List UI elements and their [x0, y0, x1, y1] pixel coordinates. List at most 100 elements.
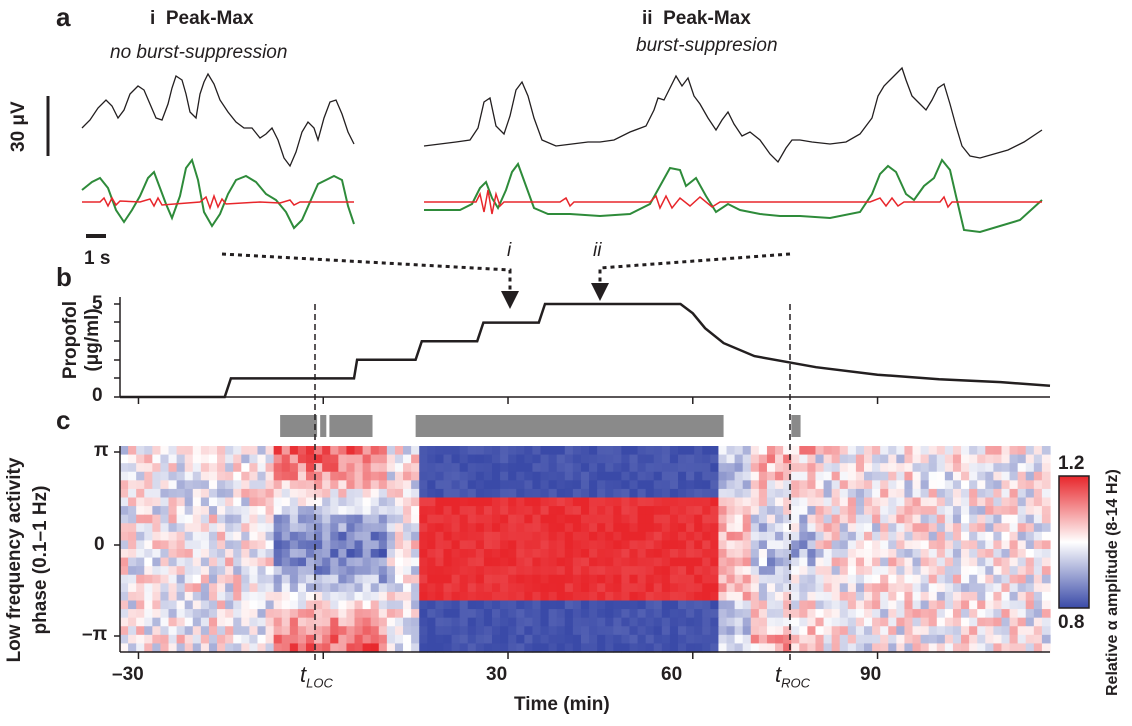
- heatmap-cell: [936, 531, 946, 542]
- heatmap-cell: [548, 557, 558, 567]
- heatmap-cell: [548, 506, 558, 516]
- heatmap-cell: [217, 540, 226, 550]
- heatmap-cell: [993, 600, 1003, 610]
- heatmap-cell: [136, 463, 145, 473]
- heatmap-cell: [451, 446, 461, 456]
- heatmap-cell: [750, 497, 760, 507]
- heatmap-cell: [855, 549, 865, 559]
- heatmap-cell: [920, 497, 930, 507]
- heatmap-cell: [524, 557, 534, 567]
- heatmap-cell: [661, 634, 671, 645]
- heatmap-cell: [1033, 506, 1043, 516]
- heatmap-cell: [419, 643, 428, 653]
- heatmap-cell: [306, 609, 315, 619]
- heatmap-cell: [1033, 523, 1043, 533]
- heatmap-cell: [637, 514, 647, 524]
- heatmap-cell: [880, 506, 889, 516]
- heatmap-cell: [920, 574, 930, 584]
- heatmap-cell: [176, 566, 186, 576]
- heatmap-cell: [912, 463, 922, 473]
- heatmap-cell: [200, 626, 210, 636]
- heatmap-cell: [694, 463, 703, 473]
- heatmap-cell: [281, 591, 291, 602]
- heatmap-cell: [637, 488, 647, 499]
- heatmap-cell: [330, 471, 339, 481]
- heatmap-cell: [564, 591, 574, 602]
- heatmap-cell: [532, 463, 542, 473]
- heatmap-cell: [160, 506, 170, 516]
- heatmap-cell: [864, 574, 873, 584]
- right-low-trace: [424, 158, 1043, 234]
- heatmap-cell: [799, 626, 808, 636]
- heatmap-cell: [386, 463, 396, 473]
- heatmap-cell: [742, 600, 752, 610]
- heatmap-cell: [580, 591, 590, 602]
- heatmap-cell: [427, 497, 436, 507]
- heatmap-cell: [775, 600, 784, 610]
- heatmap-cell: [904, 514, 914, 524]
- heatmap-cell: [378, 557, 388, 567]
- heatmap-cell: [969, 514, 978, 524]
- heatmap-cell: [152, 531, 162, 542]
- heatmap-cell: [435, 463, 445, 473]
- heatmap-cell: [993, 574, 1003, 584]
- heatmap-cell: [589, 574, 598, 584]
- heatmap-cell: [694, 643, 703, 653]
- heatmap-cell: [758, 566, 768, 576]
- heatmap-cell: [1017, 488, 1027, 499]
- heatmap-cell: [233, 514, 242, 524]
- heatmap-cell: [564, 446, 574, 456]
- heatmap-cell: [734, 471, 744, 481]
- heatmap-cell: [322, 454, 331, 464]
- heatmap-cell: [888, 549, 897, 559]
- heatmap-cell: [734, 583, 744, 593]
- heatmap-cell: [750, 566, 760, 576]
- heatmap-cell: [467, 591, 477, 602]
- heatmap-cell: [160, 523, 170, 533]
- heatmap-cell: [322, 566, 331, 576]
- heatmap-cell: [1009, 609, 1019, 619]
- heatmap-cell: [168, 574, 178, 584]
- heatmap-cell: [710, 643, 720, 653]
- heatmap-cell: [758, 591, 768, 602]
- heatmap-cell: [136, 454, 145, 464]
- heatmap-cell: [508, 540, 517, 550]
- heatmap-cell: [645, 523, 655, 533]
- heatmap-cell: [208, 583, 218, 593]
- heatmap-cell: [912, 531, 922, 542]
- heatmap-cell: [993, 540, 1003, 550]
- heatmap-cell: [378, 471, 388, 481]
- heatmap-cell: [572, 609, 582, 619]
- heatmap-cell: [289, 626, 299, 636]
- heatmap-cell: [540, 566, 550, 576]
- heatmap-cell: [669, 626, 679, 636]
- heatmap-cell: [864, 523, 873, 533]
- heatmap-cell: [791, 643, 800, 653]
- heatmap-cell: [864, 506, 873, 516]
- heatmap-cell: [467, 454, 477, 464]
- heatmap-cell: [613, 497, 622, 507]
- heatmap-cell: [435, 617, 445, 627]
- heatmap-cell: [483, 643, 493, 653]
- heatmap-cell: [896, 497, 906, 507]
- heatmap-cell: [669, 574, 679, 584]
- heatmap-cell: [710, 566, 720, 576]
- t-roc-main: t: [775, 662, 782, 687]
- heatmap-cell: [217, 446, 226, 456]
- heatmap-cell: [168, 626, 178, 636]
- heatmap-cell: [289, 557, 299, 567]
- heatmap-cell: [726, 454, 736, 464]
- heatmap-cell: [459, 600, 469, 610]
- heatmap-cell: [208, 591, 218, 602]
- heatmap-cell: [572, 523, 582, 533]
- heatmap-cell: [330, 531, 339, 542]
- heatmap-cell: [831, 497, 841, 507]
- heatmap-cell: [961, 480, 970, 490]
- heatmap-cell: [217, 557, 226, 567]
- heatmap-cell: [815, 600, 825, 610]
- heatmap-cell: [451, 488, 461, 499]
- heatmap-cell: [330, 634, 339, 645]
- heatmap-cell: [815, 574, 825, 584]
- heatmap-cell: [152, 497, 162, 507]
- heatmap-cell: [192, 531, 202, 542]
